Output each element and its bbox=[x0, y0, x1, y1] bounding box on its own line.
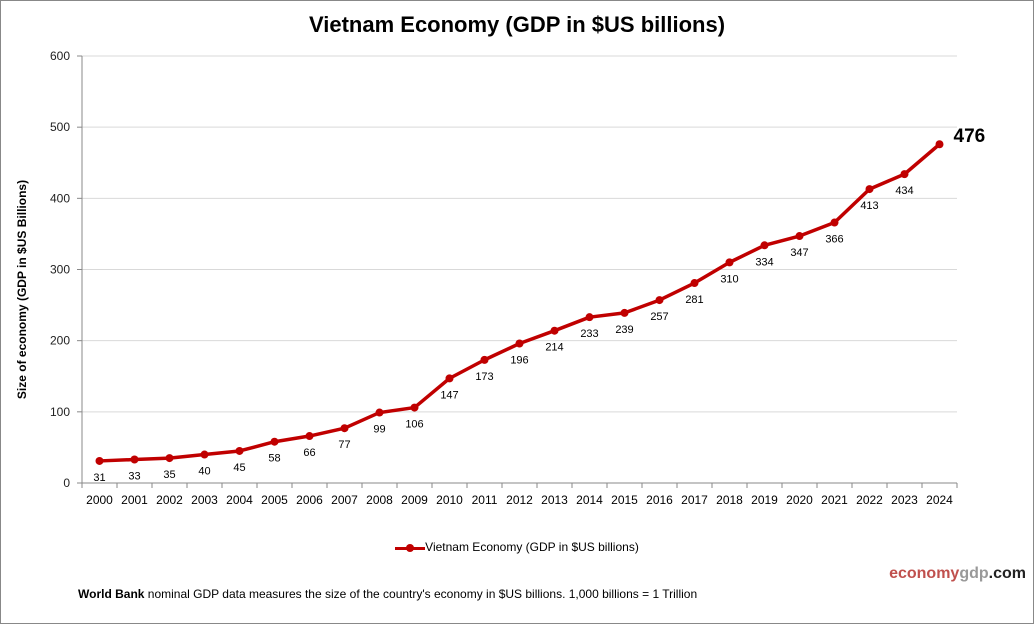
data-label: 66 bbox=[303, 447, 315, 459]
data-point bbox=[515, 339, 524, 348]
y-tick-label: 0 bbox=[63, 476, 70, 490]
data-point bbox=[130, 455, 139, 464]
data-point bbox=[725, 258, 734, 267]
data-label: 214 bbox=[545, 342, 563, 354]
data-point bbox=[795, 232, 804, 241]
x-tick-label: 2006 bbox=[296, 493, 323, 507]
data-label: 310 bbox=[720, 273, 738, 285]
x-tick-label: 2019 bbox=[751, 493, 778, 507]
data-label: 196 bbox=[510, 355, 528, 367]
x-tick-label: 2015 bbox=[611, 493, 638, 507]
data-label: 106 bbox=[405, 419, 423, 431]
data-point bbox=[165, 454, 174, 463]
data-label: 45 bbox=[233, 462, 245, 474]
y-tick-label: 500 bbox=[50, 120, 70, 134]
data-label: 476 bbox=[954, 126, 986, 147]
x-tick-label: 2007 bbox=[331, 493, 358, 507]
data-point bbox=[445, 374, 454, 383]
data-label: 147 bbox=[440, 389, 458, 401]
x-tick-label: 2017 bbox=[681, 493, 708, 507]
data-point bbox=[235, 446, 244, 455]
brand-logo: economygdp.com bbox=[889, 565, 1026, 582]
data-point bbox=[375, 408, 384, 417]
data-point bbox=[340, 424, 349, 433]
data-label: 173 bbox=[475, 371, 493, 383]
x-tick-label: 2012 bbox=[506, 493, 533, 507]
x-tick-label: 2000 bbox=[86, 493, 113, 507]
x-tick-label: 2010 bbox=[436, 493, 463, 507]
legend: Vietnam Economy (GDP in $US billions) bbox=[0, 540, 1034, 554]
data-label: 40 bbox=[198, 466, 210, 478]
y-tick-label: 100 bbox=[50, 405, 70, 419]
x-tick-label: 2024 bbox=[926, 493, 953, 507]
data-label: 31 bbox=[93, 472, 105, 484]
data-label: 239 bbox=[615, 324, 633, 336]
data-label: 434 bbox=[895, 185, 913, 197]
y-tick-label: 400 bbox=[50, 191, 70, 205]
data-point bbox=[620, 308, 629, 317]
data-label: 257 bbox=[650, 311, 668, 323]
chart-title: Vietnam Economy (GDP in $US billions) bbox=[308, 12, 726, 37]
data-label: 99 bbox=[373, 424, 385, 436]
data-point bbox=[865, 185, 874, 194]
data-label: 35 bbox=[163, 469, 175, 481]
legend-swatch bbox=[395, 542, 426, 554]
y-tick-label: 300 bbox=[50, 263, 70, 277]
x-tick-label: 2009 bbox=[401, 493, 428, 507]
x-tick-label: 2002 bbox=[156, 493, 183, 507]
data-label: 347 bbox=[790, 247, 808, 259]
y-tick-label: 600 bbox=[50, 49, 70, 63]
series-line bbox=[99, 142, 941, 463]
data-point bbox=[935, 140, 944, 149]
data-point bbox=[200, 450, 209, 459]
x-tick-label: 2020 bbox=[786, 493, 813, 507]
data-label: 58 bbox=[268, 453, 280, 465]
x-tick-label: 2003 bbox=[191, 493, 218, 507]
data-label: 33 bbox=[128, 471, 140, 483]
data-point bbox=[900, 170, 909, 179]
x-tick-label: 2013 bbox=[541, 493, 568, 507]
y-axis-label: Size of economy (GDP in $US Billions) bbox=[15, 180, 29, 399]
x-tick-label: 2008 bbox=[366, 493, 393, 507]
data-label: 77 bbox=[338, 439, 350, 451]
x-tick-label: 2001 bbox=[121, 493, 148, 507]
data-point bbox=[690, 279, 699, 288]
data-label: 233 bbox=[580, 328, 598, 340]
footer-note: World Bank nominal GDP data measures the… bbox=[78, 587, 698, 601]
x-tick-label: 2011 bbox=[472, 493, 498, 507]
x-tick-label: 2021 bbox=[821, 493, 848, 507]
data-point bbox=[655, 296, 664, 305]
data-label: 334 bbox=[755, 256, 773, 268]
data-label: 366 bbox=[825, 234, 843, 246]
data-label: 281 bbox=[685, 294, 703, 306]
x-tick-label: 2014 bbox=[576, 493, 603, 507]
y-tick-label: 200 bbox=[50, 334, 70, 348]
data-point bbox=[480, 355, 489, 364]
data-label: 413 bbox=[860, 200, 878, 212]
data-point bbox=[270, 437, 279, 446]
data-point bbox=[760, 241, 769, 250]
x-tick-label: 2004 bbox=[226, 493, 253, 507]
data-point bbox=[585, 313, 594, 322]
x-tick-label: 2018 bbox=[716, 493, 743, 507]
x-tick-label: 2016 bbox=[646, 493, 673, 507]
legend-label: Vietnam Economy (GDP in $US billions) bbox=[425, 540, 639, 554]
data-point bbox=[305, 432, 314, 441]
x-tick-label: 2005 bbox=[261, 493, 288, 507]
data-point bbox=[95, 456, 104, 465]
x-tick-label: 2023 bbox=[891, 493, 918, 507]
data-point bbox=[550, 326, 559, 335]
x-tick-label: 2022 bbox=[856, 493, 883, 507]
data-point bbox=[830, 218, 839, 227]
data-point bbox=[410, 403, 419, 412]
